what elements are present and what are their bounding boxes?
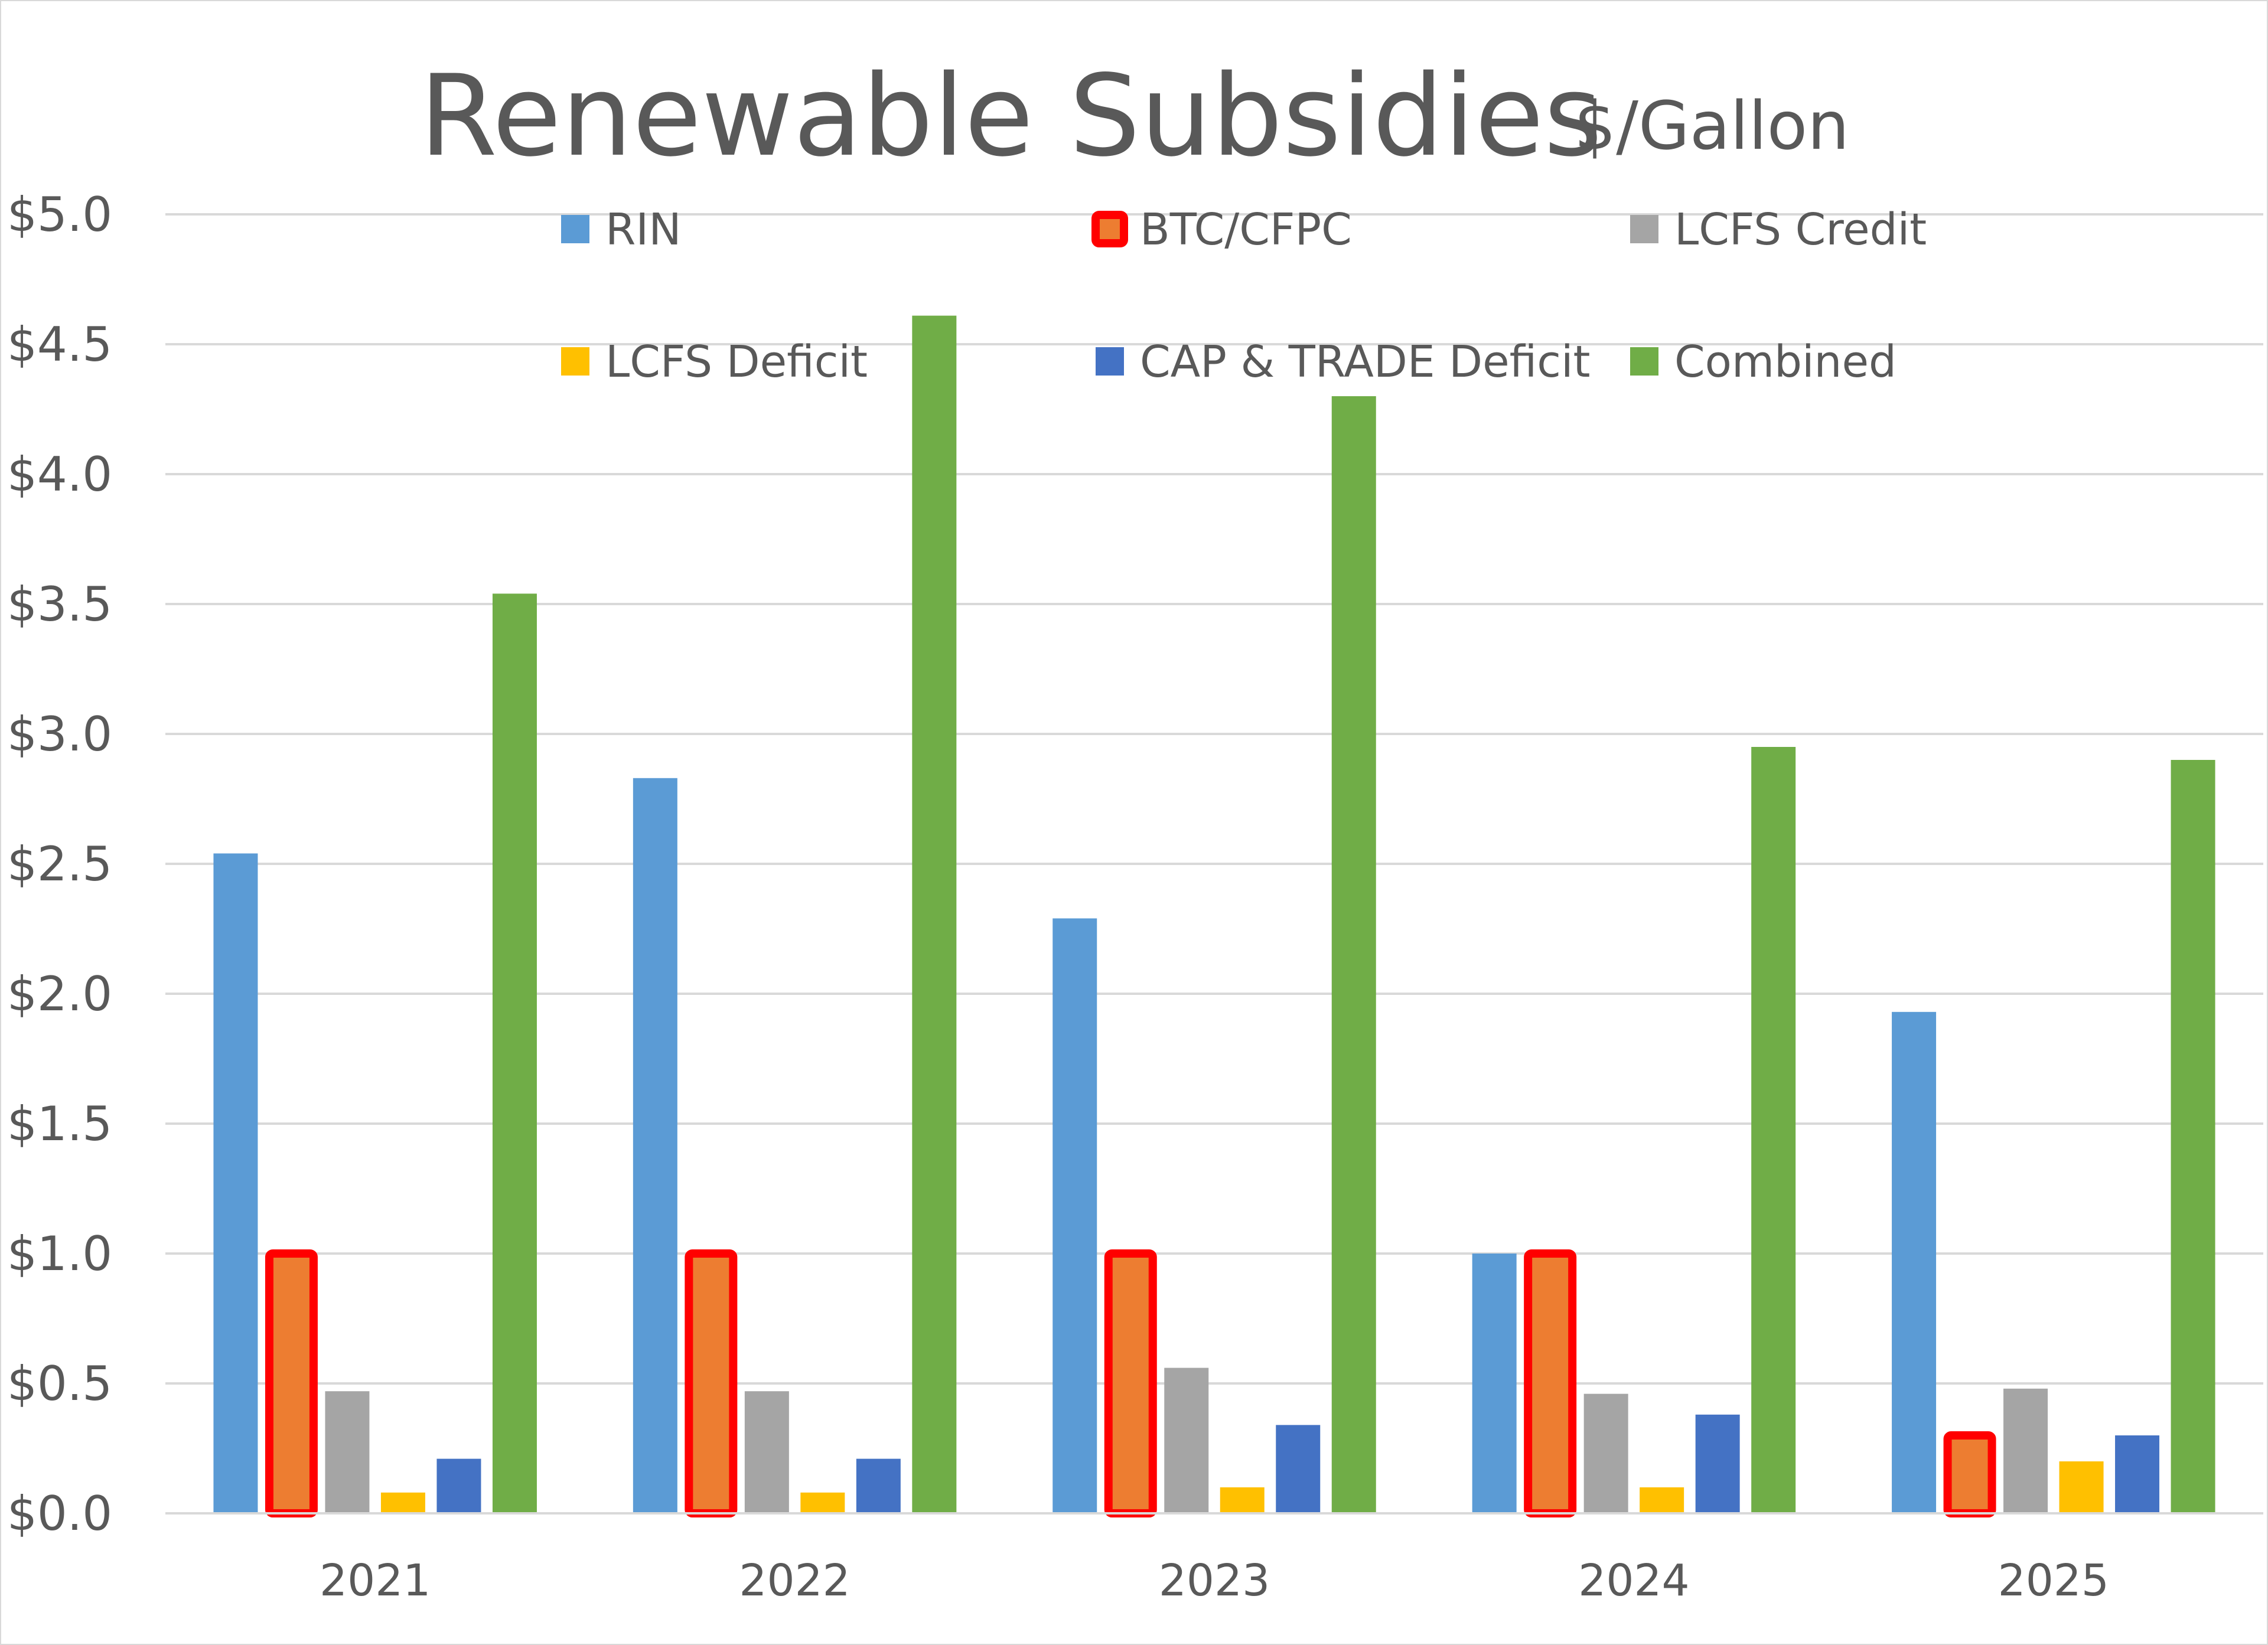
bar-rin-2023 xyxy=(1052,918,1097,1513)
legend-swatch-lcfs-credit xyxy=(1630,215,1658,243)
x-tick-label: 2023 xyxy=(1159,1555,1270,1606)
bar-combined-2021 xyxy=(492,593,537,1513)
bar-cap-trade-deficit-2025 xyxy=(2115,1435,2160,1513)
bar-lcfs-deficit-2022 xyxy=(800,1492,845,1513)
legend: RIN BTC/CFPC LCFS Credit LCFS Deficit CAP & … xyxy=(561,204,1927,387)
y-tick-label: $4.5 xyxy=(7,317,112,372)
x-tick-label: 2021 xyxy=(320,1555,431,1606)
bar-combined-2025 xyxy=(2171,760,2215,1513)
bar-lcfs-deficit-2023 xyxy=(1220,1487,1265,1513)
y-tick-label: $2.5 xyxy=(7,837,112,892)
bar-lcfs-credit-2021 xyxy=(325,1391,370,1513)
legend-swatch-lcfs-deficit xyxy=(561,347,589,376)
x-tick-label: 2024 xyxy=(1578,1555,1689,1606)
y-tick-label: $1.5 xyxy=(7,1096,112,1151)
legend-label-cap-trade-deficit: CAP & TRADE Deficit xyxy=(1140,337,1591,387)
bar-rin-2024 xyxy=(1472,1254,1517,1513)
y-tick-label: $3.5 xyxy=(7,577,112,632)
x-axis-ticks: 2021 2022 2023 2024 2025 xyxy=(320,1555,2109,1606)
y-tick-label: $0.5 xyxy=(7,1356,112,1411)
bar-btc-cfpc-2023 xyxy=(1104,1249,1157,1517)
bar-lcfs-deficit-2025 xyxy=(2059,1461,2104,1513)
legend-swatch-combined xyxy=(1630,347,1658,376)
bar-combined-2022 xyxy=(912,315,957,1513)
bar-btc-cfpc-2022 xyxy=(685,1249,738,1517)
legend-label-combined: Combined xyxy=(1674,337,1896,387)
bar-rin-2021 xyxy=(213,853,258,1513)
legend-label-lcfs-credit: LCFS Credit xyxy=(1674,204,1927,255)
bar-rin-2022 xyxy=(633,778,677,1513)
bar-btc-cfpc-2025 xyxy=(1943,1431,1996,1517)
legend-label-btc-cfpc: BTC/CFPC xyxy=(1140,204,1352,255)
bar-btc-cfpc-2021 xyxy=(265,1249,318,1517)
bar-lcfs-deficit-2021 xyxy=(380,1492,425,1513)
bar-lcfs-credit-2022 xyxy=(744,1391,789,1513)
bar-lcfs-credit-2023 xyxy=(1164,1367,1209,1513)
bar-cap-trade-deficit-2022 xyxy=(856,1458,901,1513)
legend-swatch-btc-cfpc xyxy=(1091,211,1128,247)
bar-lcfs-credit-2024 xyxy=(1583,1393,1628,1513)
bar-series xyxy=(213,315,2215,1517)
bar-lcfs-deficit-2024 xyxy=(1640,1487,1684,1513)
legend-swatch-cap-trade-deficit xyxy=(1096,347,1124,376)
legend-swatch-rin xyxy=(561,215,589,243)
bar-cap-trade-deficit-2021 xyxy=(436,1458,481,1513)
bar-cap-trade-deficit-2024 xyxy=(1695,1414,1740,1513)
y-axis-ticks: $0.0 $0.5 $1.0 $1.5 $2.0 $2.5 $3.0 $3.5 $4.0 $4.5… xyxy=(7,187,112,1541)
y-tick-label: $4.0 xyxy=(7,447,112,502)
x-tick-label: 2025 xyxy=(1998,1555,2109,1606)
bar-combined-2023 xyxy=(1331,396,1376,1513)
y-tick-label: $5.0 xyxy=(7,187,112,242)
bar-rin-2025 xyxy=(1892,1011,1937,1513)
legend-label-rin: RIN xyxy=(605,204,682,255)
chart-subtitle: $/Gallon xyxy=(1574,88,1849,165)
x-tick-label: 2022 xyxy=(739,1555,850,1606)
bar-lcfs-credit-2025 xyxy=(2003,1388,2048,1513)
y-tick-label: $3.0 xyxy=(7,707,112,762)
y-tick-label: $2.0 xyxy=(7,967,112,1021)
y-tick-label: $1.0 xyxy=(7,1226,112,1281)
chart-title: Renewable Subsidies xyxy=(419,51,1602,181)
legend-label-lcfs-deficit: LCFS Deficit xyxy=(605,337,868,387)
gridlines xyxy=(165,213,2263,1385)
bar-btc-cfpc-2024 xyxy=(1524,1249,1577,1517)
bar-combined-2024 xyxy=(1751,747,1796,1513)
y-tick-label: $0.0 xyxy=(7,1486,112,1541)
bar-cap-trade-deficit-2023 xyxy=(1276,1425,1321,1513)
